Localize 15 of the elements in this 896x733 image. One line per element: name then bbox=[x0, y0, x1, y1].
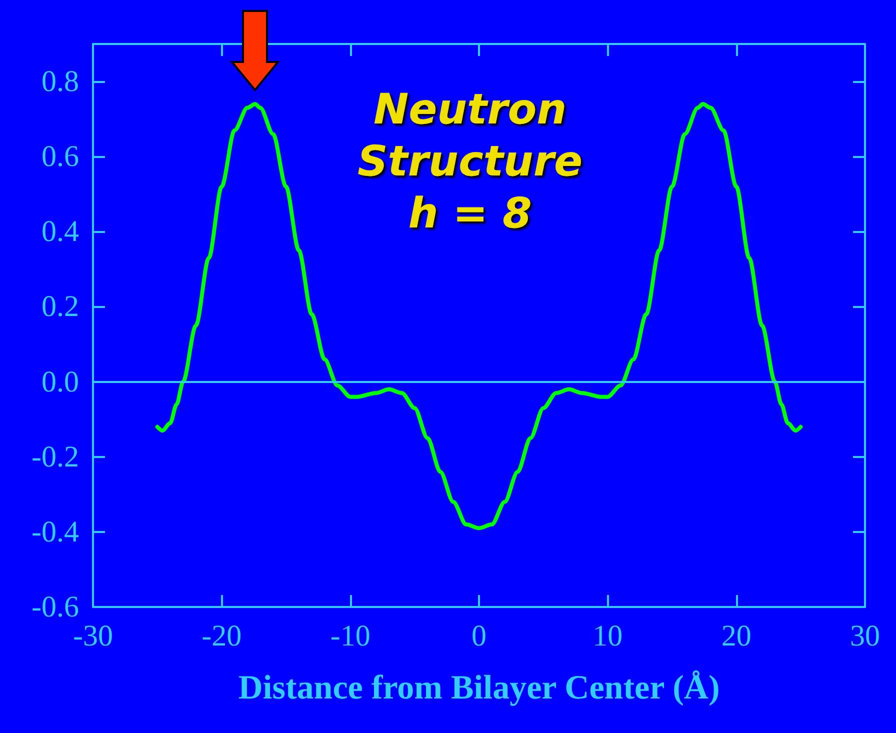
y-tick-label: 0.0 bbox=[42, 365, 79, 398]
text: Neutron Structure h = 8 bbox=[357, 84, 583, 238]
y-tick-label: 0.2 bbox=[42, 290, 79, 324]
x-tick-label: 30 bbox=[850, 620, 880, 652]
y-tick-label: 0.8 bbox=[42, 65, 79, 98]
y-tick-label: 0.4 bbox=[42, 215, 79, 248]
x-tick-label: 20 bbox=[721, 620, 752, 652]
x-tick-label: 0 bbox=[472, 620, 486, 652]
x-tick-label: -20 bbox=[202, 620, 242, 652]
y-tick-label: -0.4 bbox=[32, 515, 79, 548]
x-tick-label: -10 bbox=[330, 620, 370, 652]
y-tick-label: -0.2 bbox=[32, 440, 79, 474]
x-tick-label: 10 bbox=[592, 620, 623, 652]
y-tick-label: 0.6 bbox=[42, 140, 79, 174]
x-axis-title: Distance from Bilayer Center (Å) bbox=[238, 670, 720, 706]
